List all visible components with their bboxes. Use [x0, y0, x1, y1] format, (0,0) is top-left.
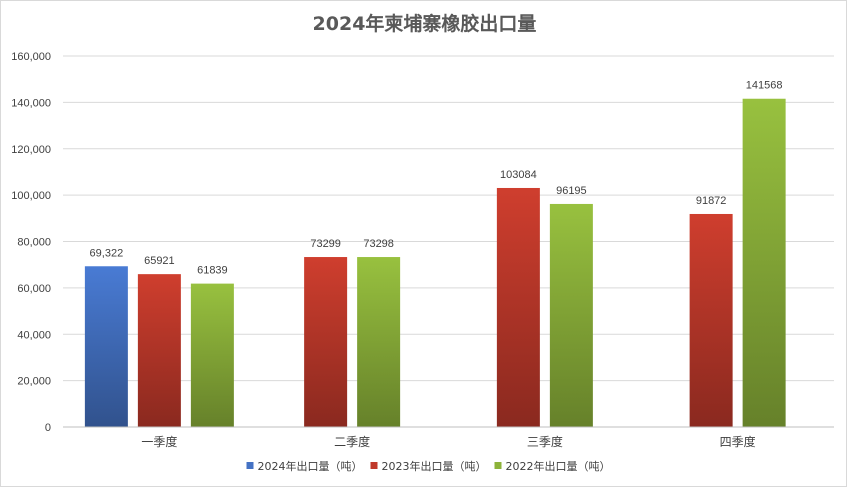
- bars: [84, 98, 786, 427]
- data-label: 141568: [746, 80, 783, 92]
- legend-label: 2022年出口量（吨）: [506, 459, 611, 473]
- data-label: 91872: [696, 195, 727, 207]
- data-label: 61839: [197, 265, 228, 277]
- bar: [496, 187, 540, 427]
- y-tick-label: 160,000: [11, 51, 51, 63]
- data-labels: 69,322 65921 61839 73299 73298 103084 96195 918…: [90, 80, 783, 277]
- legend-swatch: [370, 462, 378, 469]
- bar: [689, 213, 733, 427]
- data-label: 73299: [310, 238, 341, 250]
- legend-item: 2024年出口量（吨）: [246, 459, 363, 473]
- y-tick-label: 100,000: [11, 190, 51, 202]
- bar: [549, 203, 593, 427]
- legend-swatch: [494, 462, 502, 469]
- legend-label: 2023年出口量（吨）: [382, 459, 487, 473]
- y-tick-label: 60,000: [17, 283, 51, 295]
- bar: [742, 98, 786, 427]
- legend-item: 2023年出口量（吨）: [370, 459, 487, 473]
- y-axis: 0 20,000 40,000 60,000 80,000 100,000 120,000 1…: [11, 51, 51, 434]
- x-tick-label: 一季度: [141, 434, 177, 449]
- data-label: 73298: [363, 238, 394, 250]
- x-axis: 一季度 二季度 三季度 四季度: [63, 426, 834, 449]
- legend-swatch: [246, 462, 254, 469]
- legend-label: 2024年出口量（吨）: [258, 459, 363, 473]
- bar: [304, 257, 348, 427]
- y-tick-label: 80,000: [17, 237, 51, 249]
- y-tick-label: 140,000: [11, 97, 51, 109]
- x-tick-label: 三季度: [527, 434, 563, 449]
- data-label: 65921: [144, 255, 175, 267]
- data-label: 96195: [556, 185, 587, 197]
- legend-item: 2022年出口量（吨）: [494, 459, 611, 473]
- y-tick-label: 20,000: [17, 376, 51, 388]
- data-label: 69,322: [90, 247, 124, 259]
- bar: [137, 274, 181, 427]
- data-label: 103084: [500, 169, 537, 181]
- x-tick-label: 四季度: [720, 434, 756, 449]
- x-tick-label: 二季度: [334, 434, 370, 449]
- y-tick-label: 120,000: [11, 144, 51, 156]
- y-tick-label: 40,000: [17, 329, 51, 341]
- legend: 2024年出口量（吨） 2023年出口量（吨） 2022年出口量（吨）: [246, 459, 611, 473]
- bar: [190, 283, 234, 427]
- bar: [84, 266, 128, 427]
- y-tick-label: 0: [45, 422, 51, 434]
- chart-title: 2024年柬埔寨橡胶出口量: [312, 13, 537, 35]
- bar: [357, 257, 401, 427]
